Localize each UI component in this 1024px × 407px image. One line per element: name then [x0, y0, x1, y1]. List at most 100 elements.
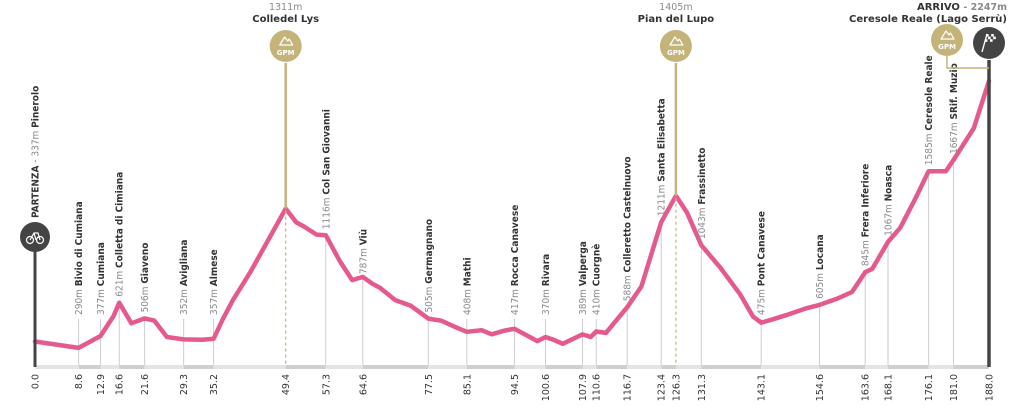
- waypoint-name: Frassinetto: [697, 148, 708, 205]
- waypoint-label: 605m Locana: [815, 234, 826, 299]
- gpm-badge-text: GPM: [277, 49, 295, 57]
- km-tick-label: 107.9: [578, 374, 589, 401]
- start-title: PARTENZA: [31, 166, 42, 218]
- waypoint-name: Mathi: [462, 257, 473, 286]
- gpm-name: Pian del Lupo: [638, 14, 715, 25]
- waypoint-label: 475m Pont Canavese: [757, 211, 768, 315]
- flag-square: [990, 39, 993, 42]
- waypoint-label: 1067m Noasca: [884, 165, 895, 236]
- waypoint-name: Bivio di Cumiana: [74, 201, 85, 286]
- km-axis-segment: [596, 365, 628, 369]
- elevation-line: [32, 78, 992, 351]
- waypoint-name: Viù: [357, 229, 369, 245]
- km-tick-label: 126.3: [671, 374, 682, 401]
- gpm-badge-text: GPM: [667, 49, 685, 57]
- km-axis-segment: [819, 365, 866, 369]
- mountain-icon: [940, 30, 955, 40]
- waypoint-altitude: 475m: [757, 286, 768, 315]
- waypoint-label: 389m Valperga: [578, 241, 589, 315]
- km-axis-segment: [213, 365, 286, 369]
- waypoint-label: 505m Germagnano: [424, 219, 435, 313]
- bicycle-frame: [29, 232, 41, 241]
- km-tick-label: 116.7: [623, 374, 634, 401]
- waypoint-altitude: 1211m: [657, 182, 668, 217]
- start-altitude: 337m: [31, 131, 42, 157]
- waypoint-name: Colletta di Cimiana: [115, 172, 126, 268]
- flag-square: [988, 36, 991, 40]
- waypoint-label: 1667m SRif. Muzio: [949, 63, 960, 154]
- waypoint-altitude: 505m: [424, 284, 435, 313]
- km-axis-segment: [78, 365, 101, 369]
- waypoint-altitude: 377m: [96, 286, 107, 315]
- gpm-badge: GPM: [269, 30, 302, 62]
- gpm-badge-text: GPM: [938, 43, 956, 51]
- km-tick-label: 154.6: [815, 374, 826, 401]
- start-label: PARTENZA - 337m Pinerolo: [31, 86, 42, 218]
- gpm-badge: GPM: [931, 24, 963, 56]
- waypoint-label: 408m Mathi: [462, 257, 473, 315]
- km-axis-segment: [285, 365, 326, 369]
- waypoint-labels: 290m Bivio di Cumiana 377m Cumiana 621m Co…: [74, 55, 960, 315]
- km-axis-segment: [701, 365, 762, 369]
- km-axis-segment: [144, 365, 184, 369]
- waypoint-altitude: 621m: [115, 268, 126, 297]
- waypoint-name: Colleretto Castelnuovo: [623, 156, 634, 272]
- km-tick-label: 188.0: [985, 374, 996, 401]
- waypoint-label: 621m Colletta di Cimiana: [115, 172, 126, 297]
- km-tick-label: 16.6: [115, 374, 126, 395]
- km-axis-band: [35, 365, 989, 369]
- mountain-icon: [669, 36, 684, 46]
- waypoint-label: 506m Giaveno: [140, 243, 151, 313]
- finish-name: Ceresole Reale (Lago Serrù): [849, 13, 1007, 25]
- waypoint-label: 1211m Santa Elisabetta: [657, 98, 668, 216]
- waypoint-label: 1116m Col San Giovanni: [321, 109, 332, 229]
- bicycle-icon: [20, 222, 50, 252]
- finish-badge-circle: [973, 27, 1005, 59]
- waypoint-name: Santa Elisabetta: [657, 98, 668, 181]
- waypoint-label: 588m Colleretto Castelnuovo: [623, 156, 634, 301]
- finish-title-line: ARRIVO - 2247m: [917, 2, 1007, 13]
- km-tick-label: 12.9: [96, 374, 107, 395]
- km-axis-segment: [661, 365, 676, 369]
- waypoint-label: 352m Avigliana: [179, 240, 190, 316]
- waypoint-altitude: 605m: [815, 270, 826, 299]
- waypoint-altitude: 357m: [209, 286, 220, 315]
- km-tick-label: 181.0: [949, 374, 960, 401]
- elevation-profile: [32, 78, 992, 351]
- waypoint-altitude: 845m: [861, 237, 872, 266]
- km-axis-segment: [183, 365, 214, 369]
- km-axis-segment: [428, 365, 467, 369]
- km-tick-label: 143.1: [757, 374, 768, 401]
- mountain-icon: [279, 36, 294, 46]
- waypoint-name: Rocca Canavese: [510, 205, 521, 287]
- km-tick-label: 100.6: [541, 374, 552, 401]
- waypoint-altitude: 1043m: [697, 205, 708, 240]
- km-axis-segment: [675, 365, 702, 369]
- waypoint-label: 1043m Frassinetto: [697, 148, 708, 240]
- km-tick-label: 8.6: [74, 374, 85, 389]
- km-axis-segment: [362, 365, 429, 369]
- waypoint-name: Rivara: [541, 254, 552, 286]
- waypoint-label: 290m Bivio di Cumiana: [74, 201, 85, 315]
- waypoint-name: SRif. Muzio: [949, 63, 960, 119]
- km-axis-segment: [35, 365, 79, 369]
- waypoint-label: 357m Almese: [209, 249, 220, 315]
- finish-gpm-connector: [946, 56, 989, 69]
- km-axis-segment: [953, 365, 989, 369]
- flag-pole: [981, 33, 988, 53]
- waypoint-label: 410m Cuorgnè: [591, 244, 603, 315]
- km-axis-segment: [761, 365, 820, 369]
- flag-square: [986, 34, 989, 37]
- km-axis-segment: [627, 365, 662, 369]
- km-axis-segment: [582, 365, 597, 369]
- finish-altitude: 2247m: [971, 2, 1007, 13]
- bicycle-wheel-front: [35, 235, 45, 245]
- waypoint-altitude: 410m: [592, 286, 603, 315]
- km-tick-label: 94.5: [510, 374, 521, 395]
- waypoint-label: 787m Viù: [357, 229, 369, 274]
- waypoint-altitude: 352m: [179, 286, 190, 315]
- km-axis-segment: [325, 365, 363, 369]
- flag-square: [991, 34, 994, 37]
